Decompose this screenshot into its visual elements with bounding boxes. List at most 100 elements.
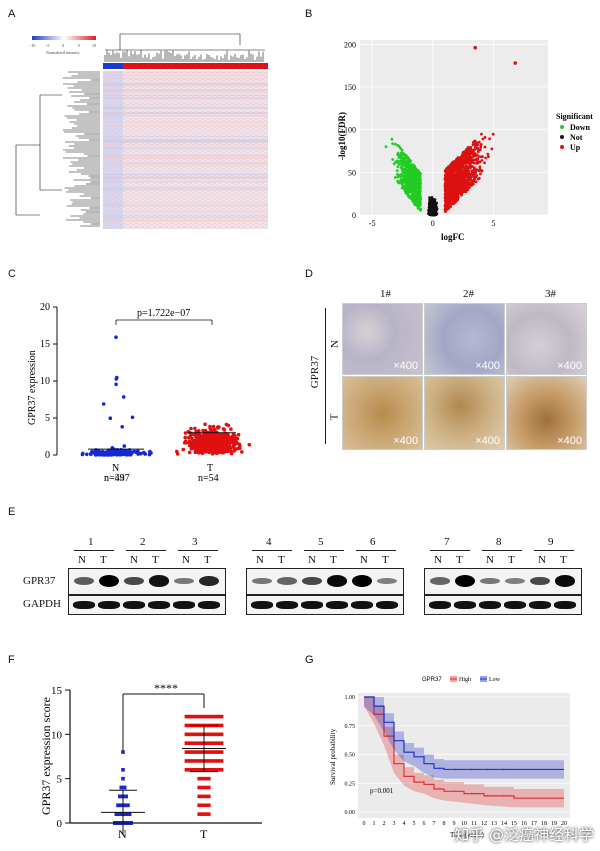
point-t [213,434,218,438]
score-ylabel: GPR37 expression score [39,697,53,815]
band-gapdh [504,601,526,609]
point-n [81,451,85,456]
point-t [184,723,189,728]
micro-t-1: ×400 [342,376,423,450]
point-t [207,803,211,808]
point-up [461,163,464,167]
legend-marker [560,145,564,149]
point-t [223,436,228,441]
point-up [444,193,448,196]
point-n [121,750,125,754]
point-up [490,147,494,151]
point-down [411,188,415,192]
point-n [121,776,125,781]
point-t [197,432,202,437]
point-t [197,714,201,719]
point-up [451,187,454,191]
lane-number: 3 [192,536,198,548]
point-t [223,447,227,451]
lane-t: T [508,554,515,566]
legend-marker [560,135,564,139]
point-down [397,163,401,166]
point-up [468,147,472,151]
heatmap-row [103,215,268,217]
lane-t: T [382,554,389,566]
heatmap-row [103,175,268,177]
point-t [197,803,201,808]
point-t [194,442,199,447]
censor-mark: + [422,755,426,761]
point-up [473,148,477,151]
xtick-label: 18 [541,821,547,827]
ytick-label: 20 [40,302,50,313]
heatmap-row [103,148,268,150]
point-down [399,175,403,179]
point-t [193,426,197,431]
point-t [200,759,205,763]
point-n [122,803,127,808]
heatmap-figure: -10 -5 0 5 10 Normalized intensity [15,33,268,229]
point-not [431,201,434,205]
censor-mark: + [486,794,490,800]
band-gpr37 [430,577,450,585]
point-t [200,803,205,808]
point-t [200,741,205,745]
lane-n: N [538,554,546,566]
point-t [216,714,221,719]
point-up [480,132,483,136]
heatmap-row [103,112,268,114]
band-gapdh [326,601,348,609]
point-t [229,427,233,431]
point-t [197,794,201,799]
point-down [414,171,418,175]
blot-gapdh [424,595,582,615]
point-t [216,449,220,453]
point-t [188,434,193,438]
point-t [192,432,196,437]
band-gpr37 [455,575,475,587]
xtick-label: 3 [393,821,396,827]
heatmap-row [103,92,268,93]
heatmap-row [103,85,268,86]
heatmap-row [103,104,268,106]
point-t [187,768,192,772]
point-down [417,175,421,178]
point-down [416,169,420,173]
ihc-row-n: N [328,340,341,348]
ytick-label: 0 [352,211,356,220]
point-up [473,139,477,143]
point-t [187,759,192,763]
point-n [110,452,115,457]
point-t [194,768,198,772]
point-n [114,812,119,816]
heatmap-row [103,189,268,191]
point-t [221,427,226,431]
heatmap-row [103,113,268,114]
point-t [210,732,214,737]
point-up [459,171,463,175]
censor-mark: + [486,767,490,773]
point-n [118,794,122,799]
point-t [203,812,208,816]
point-up [465,186,469,190]
point-t [213,714,217,719]
point-t [229,440,234,444]
point-up [481,137,485,141]
point-up [447,193,450,197]
ytick-label: 100 [344,126,356,135]
point-t [216,732,221,737]
point-down [404,189,407,193]
point-up [449,166,453,170]
heatmap-row [103,78,268,80]
point-t [226,442,230,447]
mag-label: ×400 [393,360,418,372]
point-t [216,768,221,772]
band-gapdh [198,601,220,609]
point-t [238,446,242,451]
point-up [447,165,450,169]
xtick-label: 17 [531,821,537,827]
point-t [194,759,198,763]
point-n [110,448,115,453]
point-up [455,188,459,192]
mag-label: ×400 [393,435,418,447]
